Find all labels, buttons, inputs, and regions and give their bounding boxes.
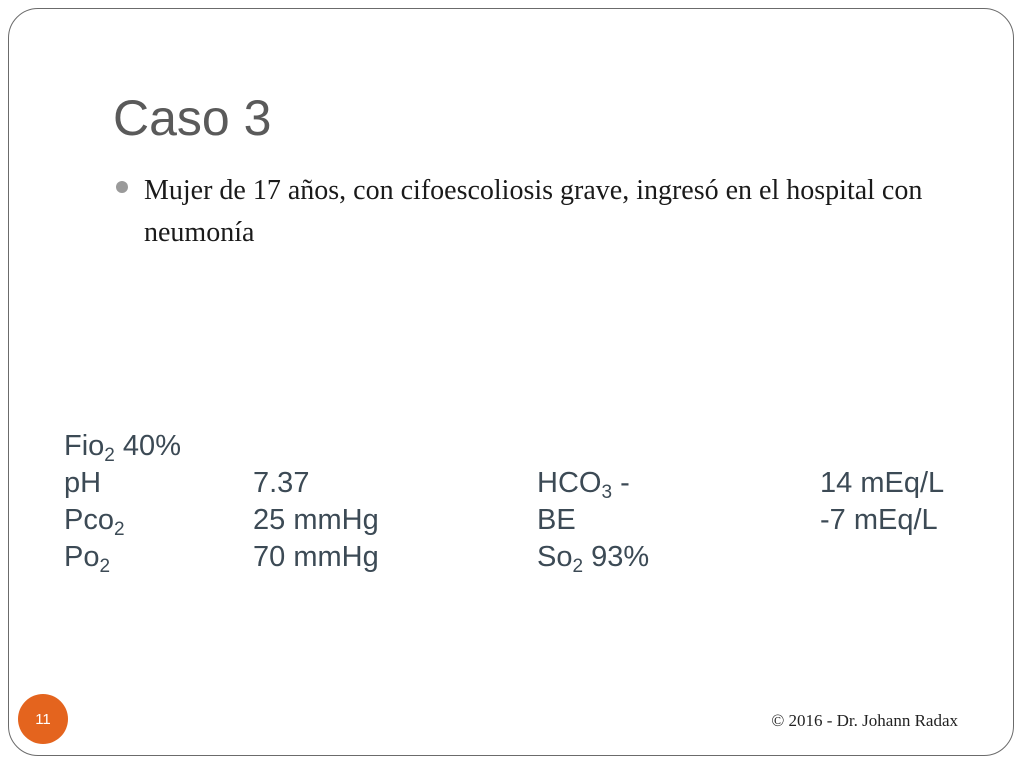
page-number-badge: 11 [18,694,68,744]
lab-value-ph: 7.37 [253,467,310,499]
lab-label-so2: So2 93% [537,541,650,577]
lab-label-be: BE [537,504,576,536]
lab-value-pco2: 25 mmHg [253,504,379,536]
bullet-text: Mujer de 17 años, con cifoescoliosis gra… [144,175,923,248]
slide-frame [8,8,1014,756]
bullet-dot-icon [116,181,128,193]
lab-value-be: -7 mEq/L [820,504,938,536]
footer-credit: © 2016 - Dr. Johann Radax [771,711,958,730]
lab-label-pco2: Pco2 [64,504,125,540]
lab-label-hco3: HCO3 - [537,467,630,503]
lab-label-po2: Po2 [64,541,111,577]
lab-value-po2: 70 mmHg [253,541,379,573]
slide-title: Caso 3 [113,90,272,146]
lab-label-fio2: Fio2 40% [64,430,181,466]
lab-value-hco3: 14 mEq/L [820,467,945,499]
lab-label-ph: pH [64,467,102,499]
